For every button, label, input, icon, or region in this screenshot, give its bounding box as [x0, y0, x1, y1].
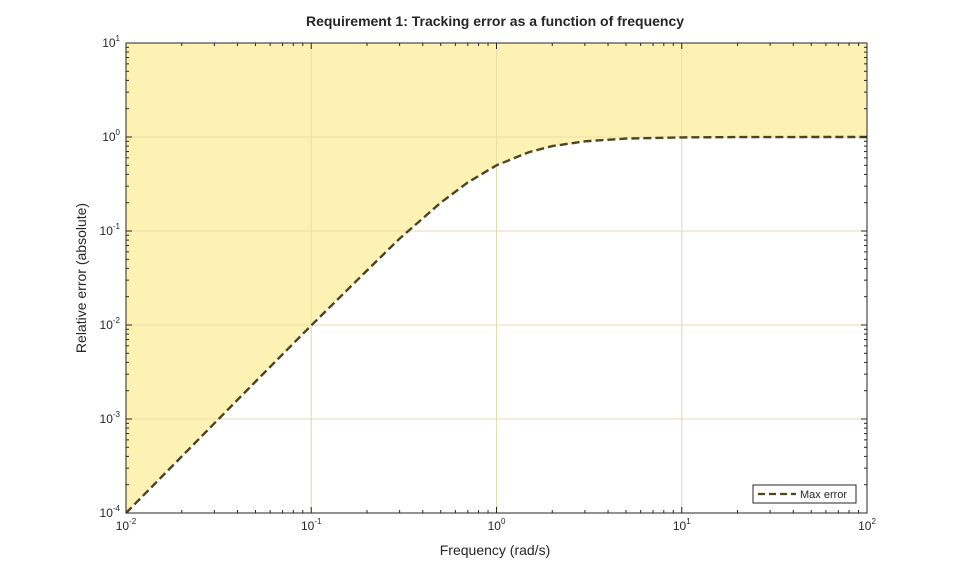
x-tick-label: 102	[858, 517, 876, 533]
y-tick-labels: 10-4 10-3 10-2 10-1 100 101	[100, 34, 121, 520]
legend-label: Max error	[800, 489, 847, 501]
legend[interactable]: Max error	[752, 484, 857, 504]
x-tick-label: 10-1	[301, 517, 322, 533]
y-tick-label: 10-4	[100, 504, 121, 520]
legend-box	[752, 484, 857, 504]
x-axis-label: Frequency (rad/s)	[440, 542, 550, 558]
y-tick-label: 10-1	[100, 222, 121, 238]
y-axis-label: Relative error (absolute)	[73, 203, 89, 353]
x-tick-label: 100	[488, 517, 506, 533]
series-line-max-error	[125, 135, 867, 514]
tick-marks	[125, 42, 868, 514]
y-tick-label: 10-2	[100, 316, 121, 332]
y-tick-label: 10-3	[100, 410, 121, 426]
x-tick-label: 10-2	[116, 517, 137, 533]
chart-title: Requirement 1: Tracking error as a funct…	[306, 13, 684, 29]
series-layer	[125, 135, 867, 514]
y-tick-label: 101	[102, 34, 120, 50]
x-tick-label: 101	[673, 517, 691, 533]
x-tick-labels: 10-2 10-1 100 101 102	[116, 517, 877, 533]
y-tick-label: 100	[102, 128, 120, 144]
